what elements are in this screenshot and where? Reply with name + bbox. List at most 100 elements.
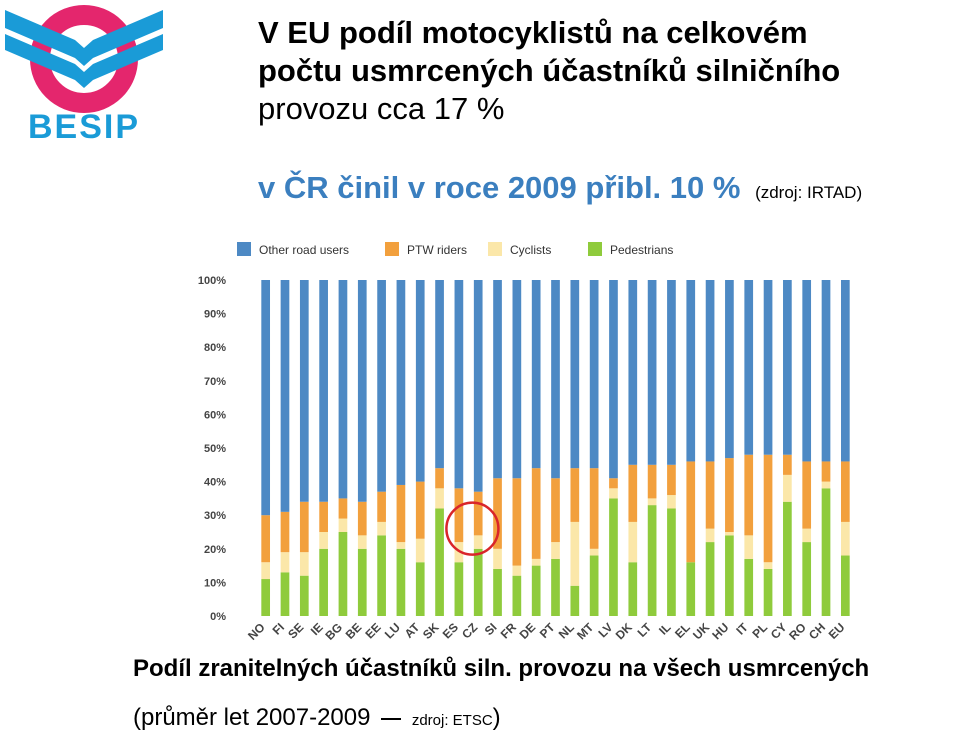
- caption-dash: [381, 717, 402, 720]
- bar-segment: [647, 280, 657, 465]
- legend-label: Cyclists: [510, 243, 551, 257]
- y-tick-label: 10%: [204, 577, 226, 589]
- headline-line-2: počtu usmrcených účastníků silničního: [258, 53, 841, 89]
- bar-segment: [609, 498, 618, 616]
- bar-segment: [493, 568, 502, 616]
- y-tick-label: 90%: [204, 309, 226, 321]
- bar-segment: [531, 280, 541, 469]
- bar-segment: [435, 488, 444, 509]
- x-tick-label: UK: [690, 620, 712, 642]
- highlight-circle: [445, 501, 500, 556]
- bar-segment: [512, 565, 522, 576]
- bar-segment: [725, 532, 734, 536]
- bar-segment: [802, 280, 812, 462]
- bar-segment: [454, 488, 464, 543]
- bar-segment: [763, 562, 773, 569]
- bar-segment: [357, 280, 367, 502]
- bar-segment: [338, 518, 348, 532]
- x-tick-label: NL: [556, 620, 577, 641]
- y-tick-label: 40%: [204, 477, 226, 489]
- bar-segment: [454, 280, 464, 489]
- bar-segment: [357, 535, 367, 549]
- x-tick-label: MT: [574, 620, 597, 643]
- bar-segment: [493, 280, 502, 479]
- x-tick-label: LU: [382, 620, 403, 641]
- bar-segment: [705, 461, 715, 529]
- bar-segment: [261, 562, 271, 580]
- y-tick-label: 70%: [204, 376, 226, 388]
- bar-segment: [319, 548, 328, 616]
- bar-segment: [261, 280, 271, 516]
- bar-segment: [647, 505, 657, 616]
- bar-segment: [667, 464, 676, 496]
- bar-segment: [647, 498, 657, 506]
- bar-segment: [377, 280, 386, 492]
- x-tick-label: SK: [420, 620, 442, 642]
- bar-segment: [261, 579, 271, 616]
- bar-segment: [473, 535, 483, 549]
- bar-segment: [512, 575, 522, 616]
- x-tick-label: IL: [656, 620, 673, 637]
- bar-segment: [280, 280, 290, 512]
- bar-segment: [840, 555, 850, 616]
- bar-segment: [280, 572, 290, 616]
- bar-segment: [725, 280, 734, 459]
- bar-segment: [783, 280, 792, 455]
- bar-segment: [840, 461, 850, 522]
- caption-line-2: (průměr let 2007-2009 zdroj: ETSC): [133, 704, 501, 732]
- bar-segment: [299, 501, 309, 553]
- bar-segment: [551, 558, 560, 616]
- subline-source: (zdroj: IRTAD): [755, 183, 863, 202]
- bar-segment: [686, 461, 696, 563]
- bar-segment: [473, 280, 483, 492]
- bar-segment: [299, 280, 309, 502]
- bar-segment: [589, 280, 599, 469]
- bar-segment: [821, 280, 831, 462]
- bar-segment: [802, 528, 812, 543]
- bar-segment: [570, 280, 580, 469]
- bar-segment: [705, 280, 715, 462]
- x-tick-label: AT: [402, 620, 423, 641]
- legend-swatch: [237, 242, 251, 256]
- bar-segment: [667, 280, 676, 465]
- y-tick-label: 20%: [204, 544, 226, 556]
- x-tick-label: SE: [285, 620, 306, 641]
- bar-segment: [744, 558, 754, 616]
- besip-logo: BESIP: [5, 5, 163, 142]
- subline: v ČR činil v roce 2009 přibl. 10 % (zdro…: [258, 170, 862, 206]
- bar-segment: [725, 458, 734, 532]
- bar-segment: [628, 521, 638, 563]
- bar-segment: [493, 478, 502, 549]
- x-tick-label: RO: [786, 620, 809, 643]
- x-tick-label: LV: [595, 620, 615, 640]
- bar-segment: [415, 562, 425, 616]
- bar-segment: [609, 488, 618, 499]
- bar-segment: [821, 461, 831, 482]
- stacked-bar-chart: Other road users PTW riders Cyclists Pedest…: [198, 242, 850, 643]
- bar-segment: [531, 468, 541, 559]
- bar-segment: [415, 280, 425, 482]
- bar-segment: [415, 481, 425, 539]
- x-tick-label: PT: [537, 620, 558, 641]
- x-tick-label: CY: [768, 620, 790, 642]
- bar-segment: [415, 538, 425, 563]
- caption-source: zdroj: ETSC: [411, 712, 493, 729]
- x-tick-label: IT: [733, 620, 751, 638]
- bar-segment: [261, 515, 271, 563]
- bar-segment: [783, 501, 792, 616]
- y-tick-label: 100%: [198, 275, 226, 287]
- x-tick-label: SI: [482, 620, 500, 638]
- bar-segment: [628, 280, 638, 465]
- bar-segment: [570, 585, 580, 616]
- x-tick-label: ES: [440, 620, 461, 641]
- legend-label: PTW riders: [407, 243, 467, 257]
- x-tick-label: EL: [672, 620, 693, 641]
- bar-segment: [609, 280, 618, 479]
- bar-segment: [763, 568, 773, 616]
- bar-segment: [744, 280, 754, 455]
- bar-segment: [377, 491, 386, 522]
- bar-segment: [396, 542, 406, 549]
- bar-segment: [744, 454, 754, 536]
- caption-period: (průměr let 2007-2009: [133, 704, 371, 731]
- bar-segment: [435, 508, 444, 616]
